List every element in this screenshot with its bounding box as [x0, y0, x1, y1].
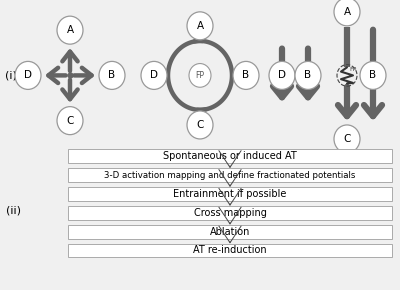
Circle shape	[233, 61, 259, 89]
Text: B: B	[304, 70, 312, 80]
Text: Ablation: Ablation	[210, 227, 250, 237]
Circle shape	[57, 16, 83, 44]
Text: C: C	[66, 116, 74, 126]
Text: C: C	[196, 120, 204, 130]
FancyBboxPatch shape	[68, 187, 392, 201]
Text: A: A	[196, 21, 204, 31]
Circle shape	[57, 107, 83, 135]
Text: (i): (i)	[5, 70, 17, 80]
FancyBboxPatch shape	[68, 149, 392, 163]
FancyBboxPatch shape	[68, 168, 392, 182]
Text: Cross mapping: Cross mapping	[194, 208, 266, 218]
Circle shape	[99, 61, 125, 89]
Text: D: D	[278, 70, 286, 80]
Circle shape	[334, 125, 360, 153]
Circle shape	[15, 61, 41, 89]
Circle shape	[141, 61, 167, 89]
Circle shape	[187, 111, 213, 139]
Circle shape	[295, 61, 321, 89]
Text: Spontaneous or induced AT: Spontaneous or induced AT	[163, 151, 297, 161]
FancyBboxPatch shape	[68, 225, 392, 238]
Circle shape	[187, 12, 213, 40]
Text: A: A	[66, 25, 74, 35]
Text: FP: FP	[350, 67, 357, 72]
Text: B: B	[108, 70, 116, 80]
Text: B: B	[242, 70, 250, 80]
Circle shape	[189, 64, 211, 87]
Text: Entrainment if possible: Entrainment if possible	[173, 189, 287, 199]
Text: D: D	[150, 70, 158, 80]
Text: C: C	[343, 134, 351, 144]
Text: (ii): (ii)	[6, 205, 21, 215]
Text: FP: FP	[196, 71, 204, 80]
FancyBboxPatch shape	[68, 206, 392, 220]
Text: 3-D activation mapping and define fractionated potentials: 3-D activation mapping and define fracti…	[104, 171, 356, 180]
Text: A: A	[344, 7, 350, 17]
Circle shape	[334, 0, 360, 26]
Text: D: D	[24, 70, 32, 80]
Text: B: B	[370, 70, 376, 80]
FancyBboxPatch shape	[68, 244, 392, 258]
Text: AT re-induction: AT re-induction	[193, 246, 267, 255]
Circle shape	[269, 61, 295, 89]
Circle shape	[360, 61, 386, 89]
